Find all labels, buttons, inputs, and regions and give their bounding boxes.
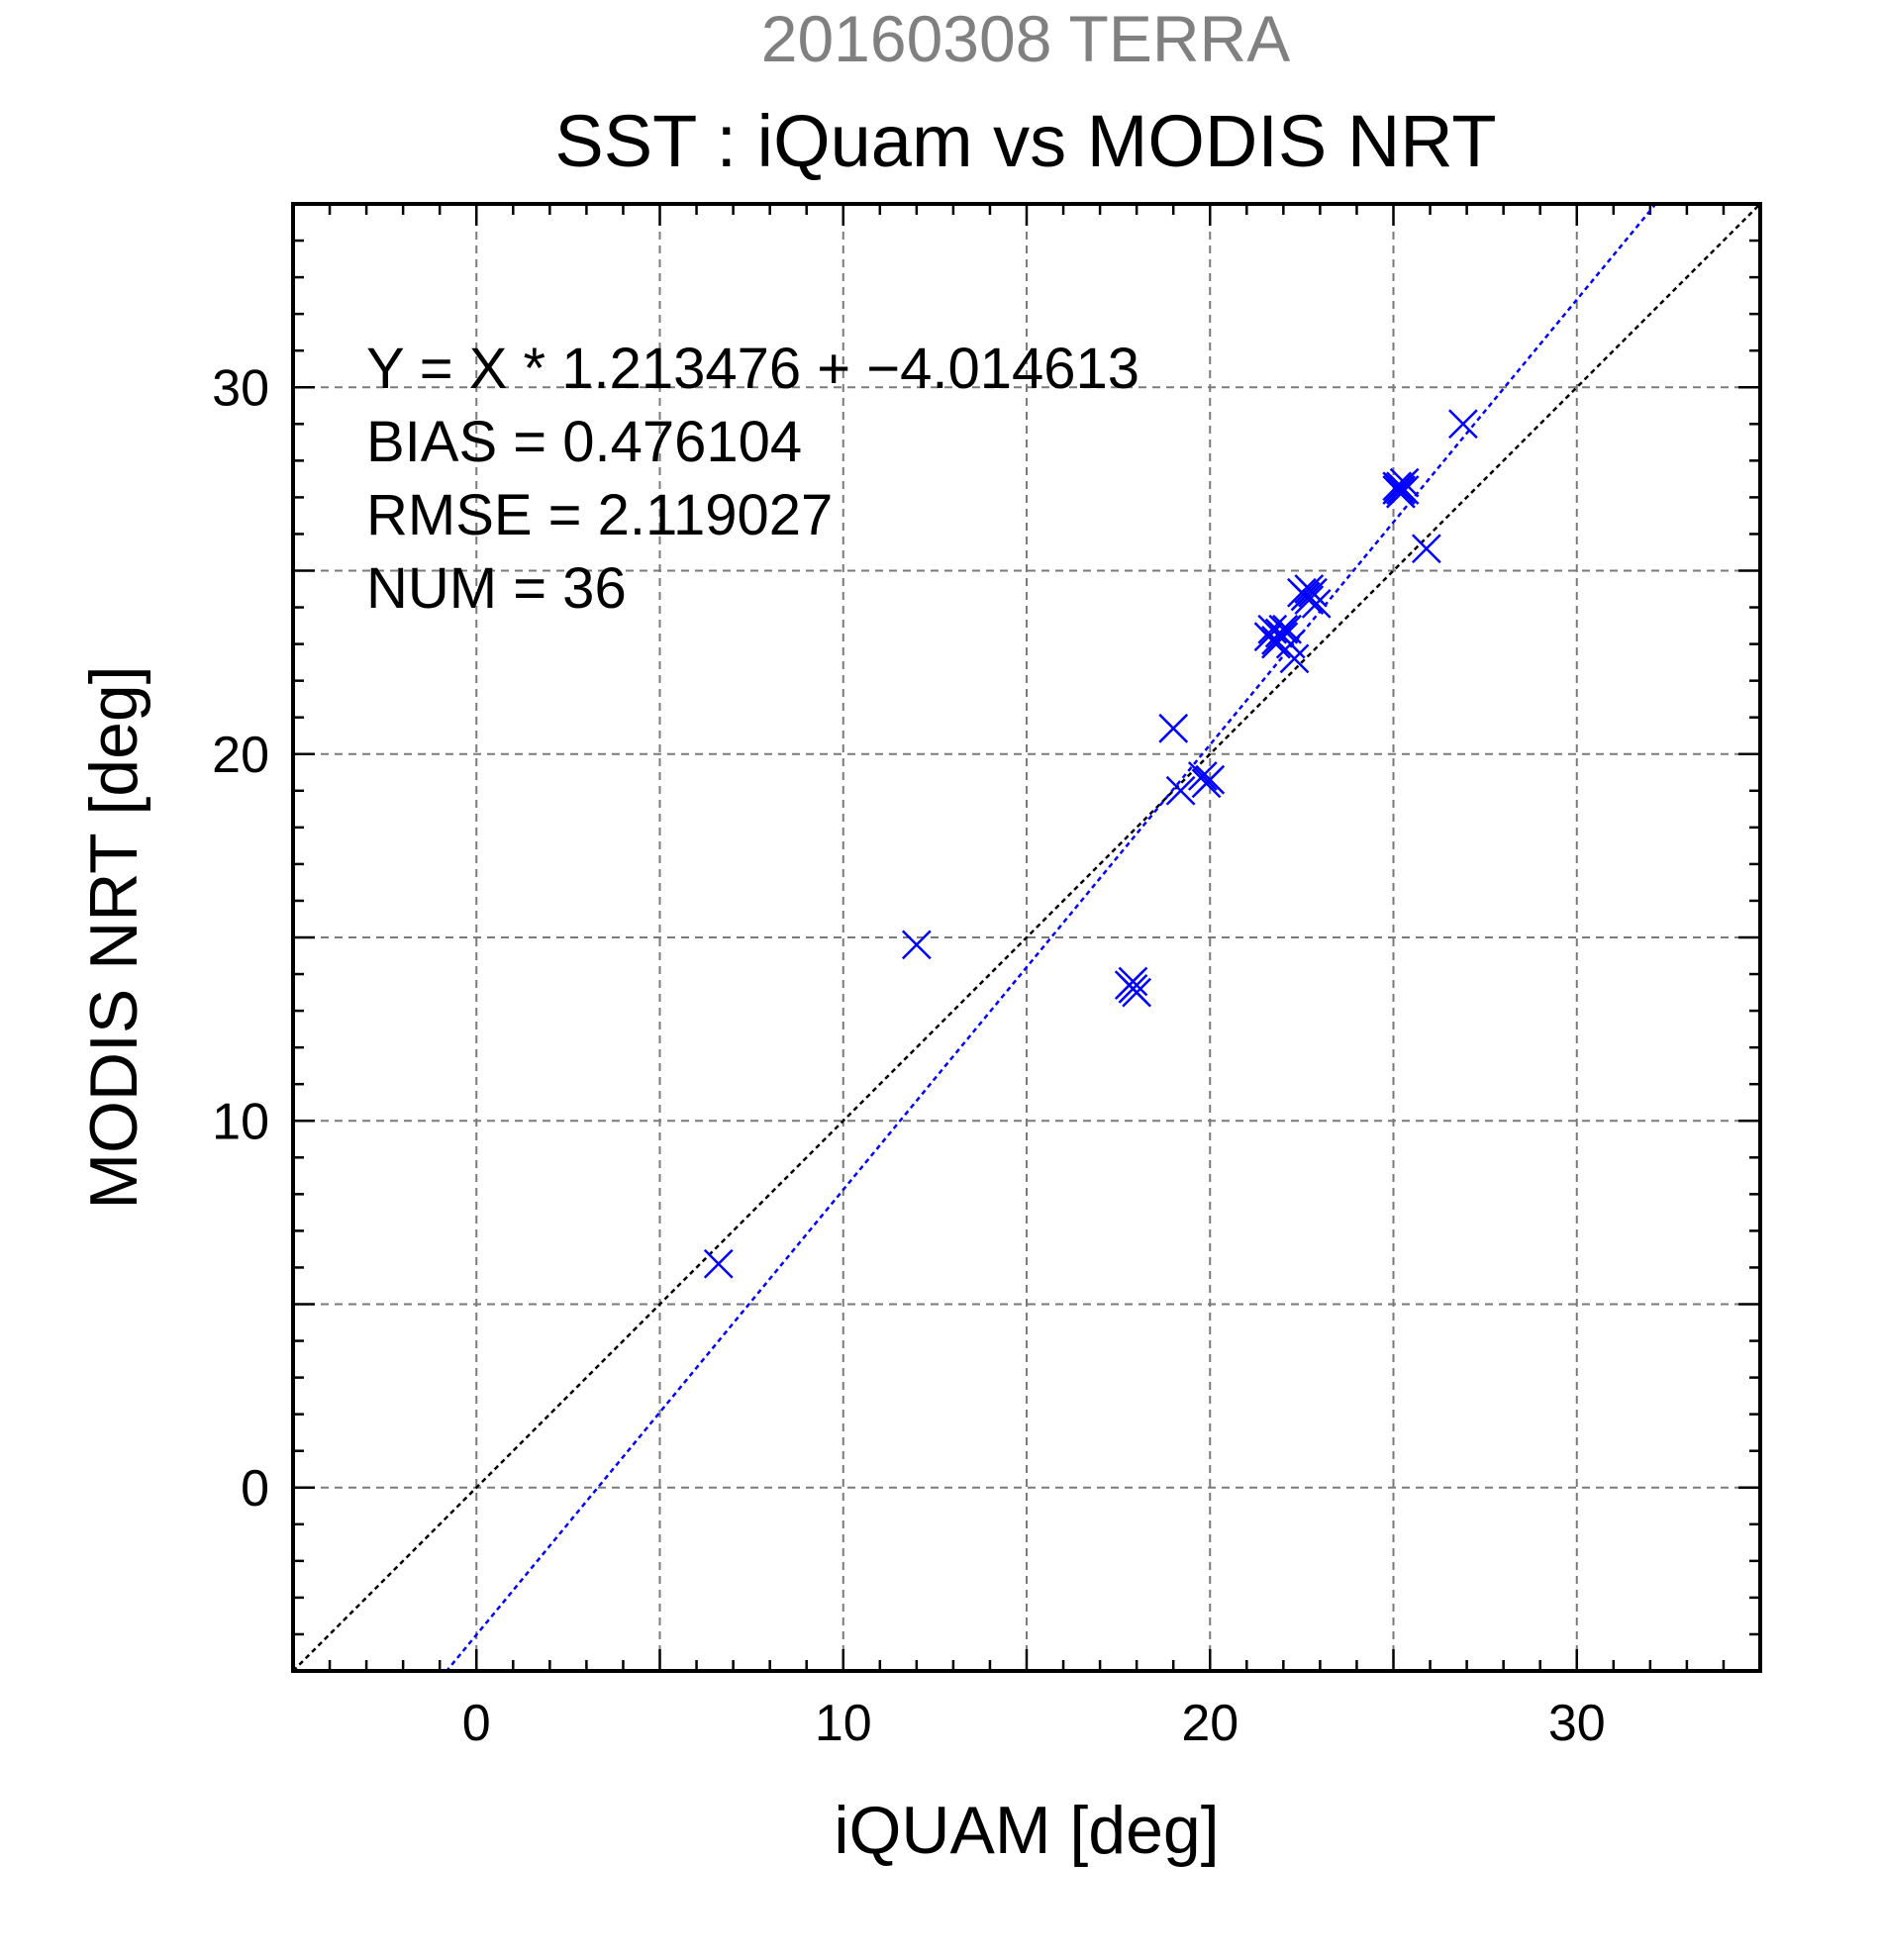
- x-tick-label: 20: [1181, 1695, 1238, 1752]
- grid: [293, 204, 1760, 1671]
- y-tick-labels: 0 10 20 30: [212, 359, 269, 1518]
- fit-equation: Y = X * 1.213476 + −4.014613: [366, 337, 1139, 401]
- identity-line: [293, 204, 1760, 1671]
- data-point: [1301, 588, 1332, 619]
- data-point: [1298, 577, 1328, 608]
- data-point: [1165, 775, 1196, 806]
- data-point: [1286, 577, 1317, 608]
- data-point: [901, 930, 932, 960]
- data-point: [1191, 768, 1222, 799]
- y-tick-label: 0: [241, 1460, 269, 1518]
- plot-frame: [291, 202, 1762, 1673]
- data-point: [1114, 970, 1144, 1001]
- rmse-stat: RMSE = 2.119027: [366, 483, 833, 547]
- fit-line: [445, 204, 1658, 1671]
- data-point: [1279, 643, 1310, 674]
- x-tick-label: 30: [1548, 1695, 1606, 1752]
- y-tick-label: 30: [212, 359, 269, 417]
- x-axis-label: iQUAM [deg]: [834, 1793, 1219, 1868]
- data-point: [1158, 713, 1189, 743]
- data-point: [1261, 629, 1291, 659]
- data-point: [1411, 534, 1441, 564]
- bias-stat: BIAS = 0.476104: [366, 410, 802, 474]
- x-tick-label: 0: [462, 1695, 491, 1752]
- data-point: [1386, 475, 1416, 505]
- reference-lines: [293, 204, 1760, 1671]
- y-axis-label: MODIS NRT [deg]: [76, 665, 151, 1209]
- data-point: [1386, 471, 1416, 502]
- data-point: [703, 1248, 734, 1279]
- x-tick-labels: 0 10 20 30: [462, 1695, 1606, 1752]
- chart-title: SST : iQuam vs MODIS NRT: [554, 100, 1496, 182]
- chart-subtitle: 20160308 TERRA: [761, 2, 1290, 75]
- data-points: [703, 409, 1478, 1279]
- y-tick-label: 10: [212, 1093, 269, 1150]
- data-point: [1268, 614, 1299, 644]
- data-point: [1187, 761, 1218, 791]
- x-tick-label: 10: [815, 1695, 872, 1752]
- num-stat: NUM = 36: [366, 556, 627, 621]
- y-tick-label: 20: [212, 727, 269, 784]
- data-point: [1448, 409, 1478, 440]
